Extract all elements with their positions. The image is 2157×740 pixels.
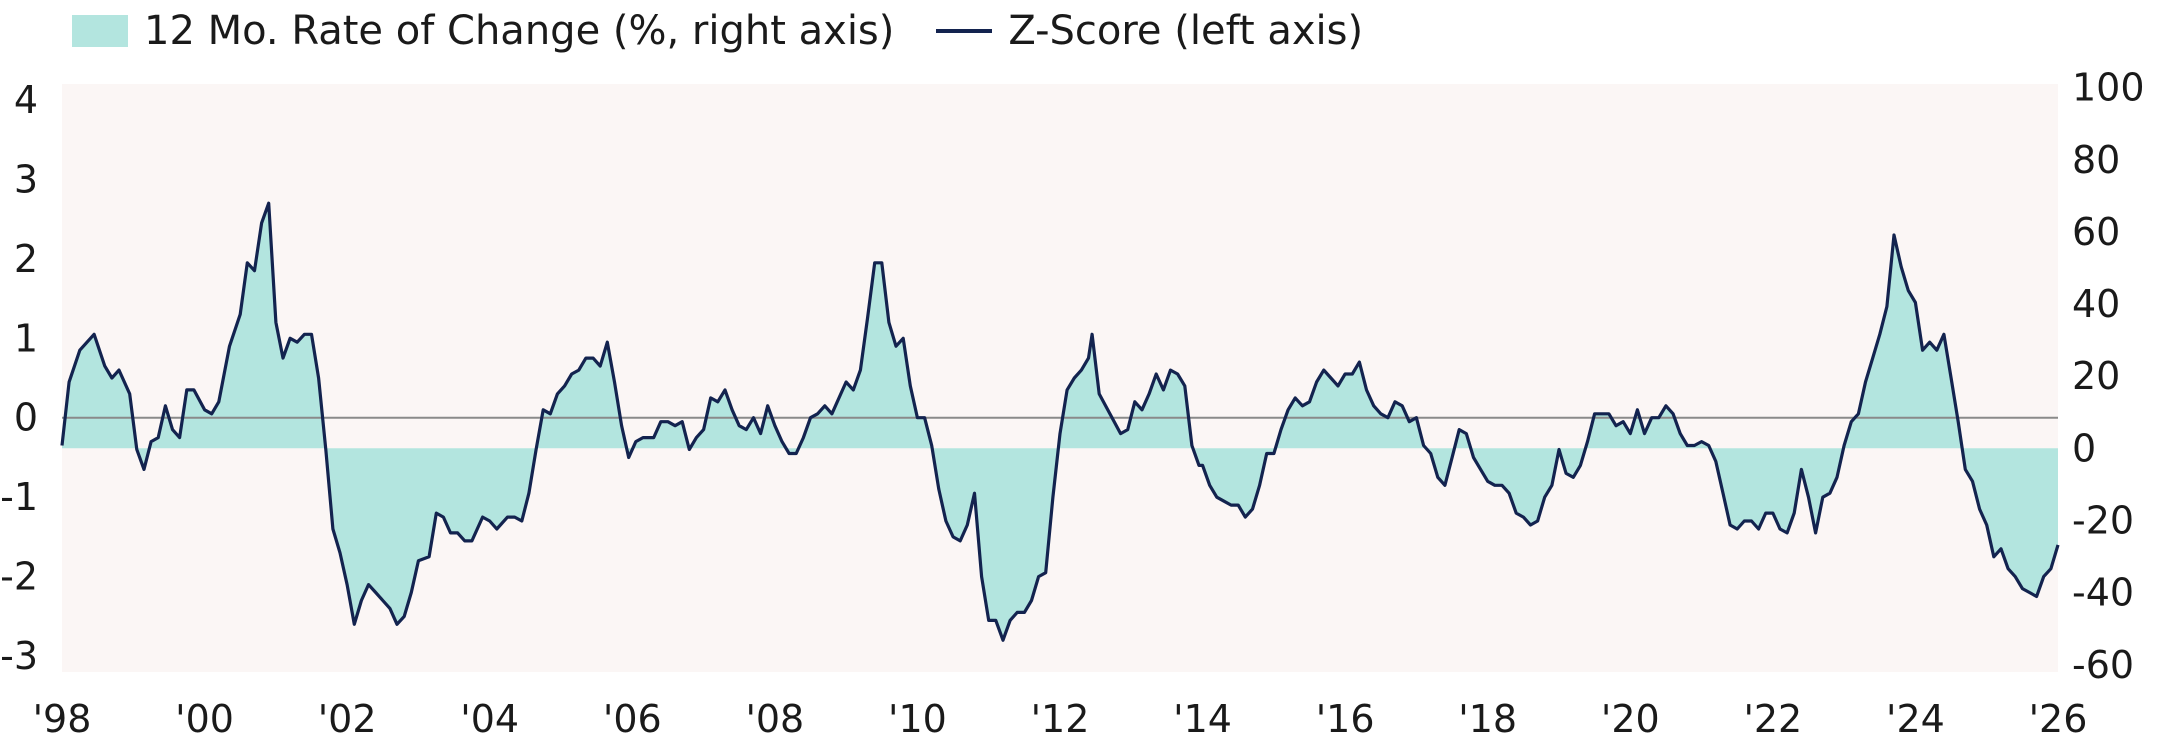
legend-swatch-line — [936, 29, 993, 33]
y-axis-left: 4 3 2 1 0 -1 -2 -3 — [0, 78, 38, 678]
x-tick-label: '02 — [318, 697, 377, 740]
y-right-tick-label: -60 — [2072, 643, 2134, 687]
x-tick-label: '00 — [175, 697, 234, 740]
y-left-tick-label: -2 — [0, 555, 38, 599]
x-tick-label: '22 — [1743, 697, 1802, 740]
x-tick-label: '16 — [1316, 697, 1375, 740]
y-right-tick-label: -20 — [2072, 498, 2134, 542]
y-right-tick-label: 100 — [2072, 66, 2145, 110]
x-tick-label: '24 — [1886, 697, 1945, 740]
x-tick-label: '26 — [2029, 697, 2088, 740]
y-right-tick-label: 60 — [2072, 210, 2120, 254]
legend-item-rate: 12 Mo. Rate of Change (%, right axis) — [72, 8, 894, 54]
legend-item-zscore: Z-Score (left axis) — [936, 8, 1363, 54]
y-left-tick-label: -3 — [0, 634, 38, 678]
x-tick-label: '12 — [1031, 697, 1090, 740]
y-right-tick-label: 40 — [2072, 282, 2120, 326]
x-tick-label: '06 — [603, 697, 662, 740]
legend-label-rate: 12 Mo. Rate of Change (%, right axis) — [144, 8, 895, 54]
y-left-tick-label: 4 — [14, 78, 38, 122]
y-left-tick-label: -1 — [0, 475, 38, 519]
rate-of-change-area — [62, 203, 2058, 641]
y-left-tick-label: 3 — [14, 157, 38, 201]
y-right-tick-label: -40 — [2072, 571, 2134, 615]
y-right-tick-label: 80 — [2072, 138, 2120, 182]
legend-swatch-area — [72, 15, 128, 47]
chart-legend: 12 Mo. Rate of Change (%, right axis) Z-… — [72, 6, 1405, 56]
y-right-tick-label: 0 — [2072, 426, 2096, 470]
y-axis-right: 100 80 60 40 20 0 -20 -40 -60 — [2072, 66, 2145, 687]
y-left-tick-label: 2 — [14, 237, 38, 281]
legend-label-zscore: Z-Score (left axis) — [1008, 8, 1364, 54]
y-left-tick-label: 1 — [14, 316, 38, 360]
x-tick-label: '10 — [888, 697, 947, 740]
y-left-tick-label: 0 — [14, 396, 38, 440]
x-tick-label: '20 — [1601, 697, 1660, 740]
x-tick-label: '04 — [460, 697, 519, 740]
x-tick-label: '08 — [745, 697, 804, 740]
x-axis: '98 '00 '02 '04 '06 '08 '10 '12 '14 '16 '18 '20 '22 '… — [33, 697, 2088, 740]
z-score-line — [60, 201, 2060, 642]
x-tick-label: '18 — [1458, 697, 1517, 740]
x-tick-label: '14 — [1173, 697, 1232, 740]
y-right-tick-label: 20 — [2072, 354, 2120, 398]
x-tick-label: '98 — [33, 697, 92, 740]
